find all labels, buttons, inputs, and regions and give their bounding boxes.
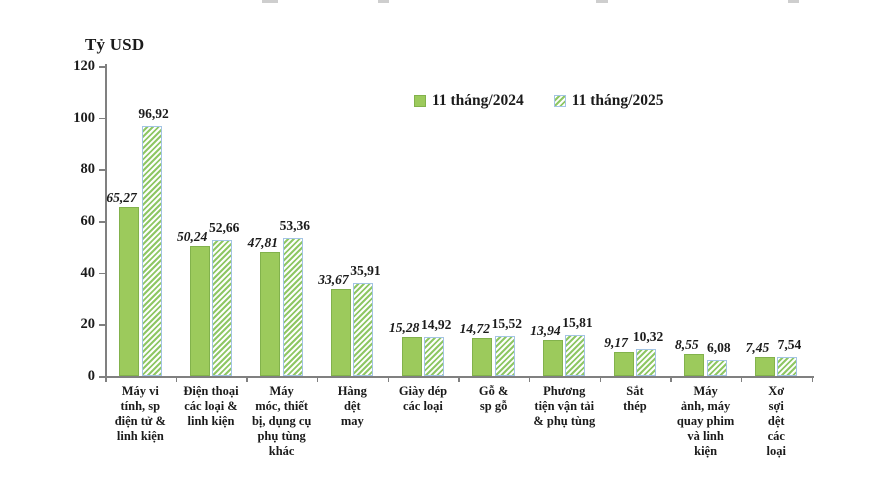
bar-value-label-2024: 8,55 [674,336,699,352]
x-axis-label: Điện thoại các loại & linh kiện [183,384,239,428]
y-axis-tick [99,272,105,275]
bar-value-label-2025: 52,66 [208,219,240,235]
bar-value-label-2024: 15,28 [388,319,420,335]
y-axis-title: Tỷ USD [85,35,145,54]
x-axis-label: Gỗ & sp gỗ [478,384,509,413]
bar-value-label-2024: 9,17 [604,335,628,351]
x-axis-tick [458,376,460,382]
bar-2024 [260,252,281,376]
legend-swatch-hatch-icon [553,95,566,107]
bar-value-label-2024: 14,72 [459,320,490,336]
y-axis-tick-label: 120 [73,58,95,74]
y-axis-tick-label: 100 [73,109,95,126]
bar-2024 [330,289,351,376]
legend-label-2024: 11 tháng/2024 [432,92,524,109]
cropped-text-remnant [262,0,278,3]
x-axis-tick [740,376,743,382]
bar-2025 [141,125,162,376]
x-axis-tick [387,376,390,382]
y-axis-tick [99,66,105,68]
x-axis-tick [811,376,814,382]
bar-2025 [777,356,798,376]
x-axis-label: Máy vi tính, sp điện tử & linh kiện [114,384,166,443]
x-axis-tick [175,376,178,382]
y-axis-tick-label: 80 [80,161,96,178]
bar-value-label-2025: 14,92 [420,317,452,333]
y-axis-line [105,64,107,376]
bar-2024 [472,337,493,376]
x-axis-tick [599,376,602,382]
x-axis-label: Máy ảnh, máy quay phim và linh kiện [676,384,735,458]
cropped-text-remnant [378,0,389,3]
cropped-text-remnant [788,0,799,3]
bar-2024 [684,353,705,376]
bar-2024 [119,207,139,376]
x-axis-tick [528,376,531,382]
bar-value-label-2024: 7,45 [745,339,770,355]
legend-item-2025: 11 tháng/2025 [553,92,664,110]
bar-2024 [542,339,563,376]
x-axis-tick [105,376,107,382]
bar-value-label-2025: 6,08 [706,340,731,356]
bar-value-label-2025: 15,52 [491,315,522,331]
bar-2025 [706,360,727,376]
x-axis-tick [316,376,319,382]
bar-value-label-2025: 15,81 [562,315,593,331]
legend: 11 tháng/2024 11 tháng/2025 [414,92,663,110]
x-axis-label: Xơ sợi dệt các loại [766,384,786,458]
bar-value-label-2024: 47,81 [247,235,278,251]
bar-2025 [212,239,233,376]
y-axis-tick [99,169,105,171]
bar-2025 [424,337,445,376]
x-axis-label: Sắt thép [623,384,647,413]
y-axis-tick-label: 0 [87,368,95,384]
x-axis-label: Hàng dệt may [337,384,367,428]
bar-2024 [613,352,634,376]
legend-label-2025: 11 tháng/2025 [571,92,664,109]
y-axis-tick [99,324,105,326]
bar-value-label-2024: 50,24 [176,229,208,245]
bar-value-label-2024: 33,67 [318,272,349,288]
bar-2024 [754,356,775,376]
y-axis-tick [99,221,105,223]
bar-value-label-2025: 53,36 [279,218,310,234]
x-axis-label: Máy móc, thiết bị, dụng cụ phụ tùng khác [251,384,312,458]
bar-value-label-2024: 65,27 [106,190,137,206]
bar-2025 [494,335,515,376]
bar-2025 [636,349,657,376]
bar-value-label-2025: 7,54 [777,336,802,352]
y-axis-tick-label: 20 [80,316,96,333]
y-axis-tick-label: 60 [80,213,96,229]
x-axis-label: Giày dép các loại [398,384,448,413]
y-axis-tick [99,117,105,120]
bar-value-label-2025: 35,91 [350,263,381,279]
x-axis-label: Phương tiện vận tải & phụ tùng [533,384,596,428]
bar-2025 [282,238,303,376]
cropped-text-remnant [596,0,608,3]
y-axis-tick [99,376,105,378]
legend-swatch-solid-icon [414,95,426,107]
bar-2024 [401,336,422,376]
bar-2025 [565,335,586,376]
bar-2025 [353,283,374,376]
x-axis-tick [670,376,672,382]
bar-value-label-2025: 10,32 [632,329,664,345]
bar-value-label-2025: 96,92 [138,105,169,121]
y-axis-tick-label: 40 [80,264,96,281]
legend-item-2024: 11 tháng/2024 [414,92,524,110]
bar-2024 [189,246,210,376]
bar-value-label-2024: 13,94 [530,322,561,338]
x-axis-tick [246,376,248,382]
